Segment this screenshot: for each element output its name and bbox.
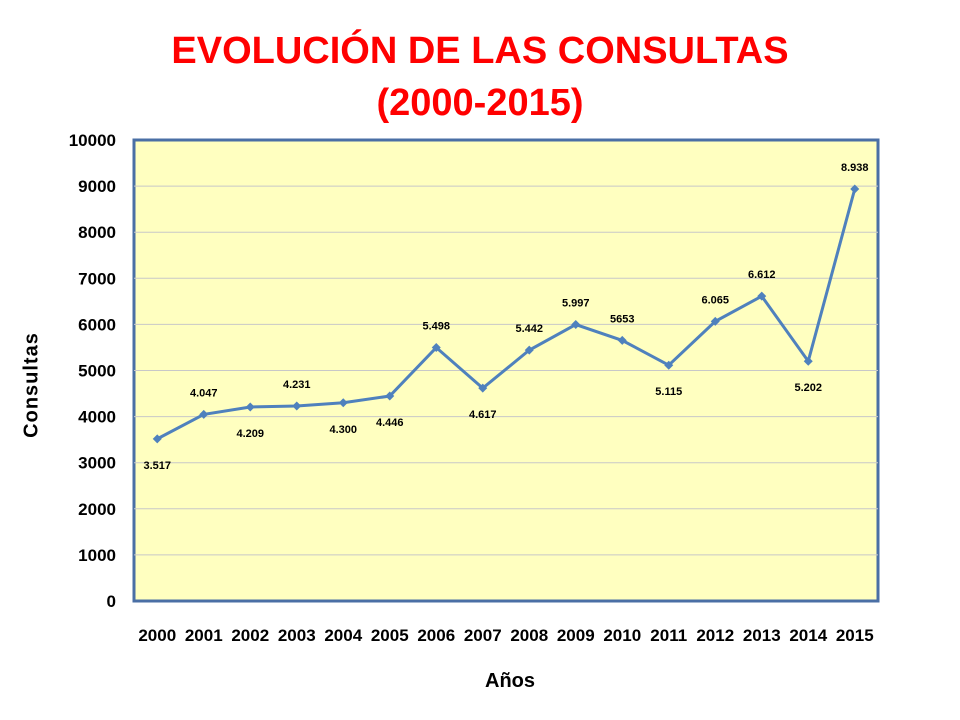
- chart-subtitle: (2000-2015): [376, 82, 584, 124]
- x-tick-label: 2009: [557, 626, 595, 645]
- y-tick-label: 10000: [69, 131, 116, 150]
- y-tick-label: 1000: [78, 546, 116, 565]
- x-tick-label: 2002: [231, 626, 269, 645]
- x-tick-label: 2007: [464, 626, 502, 645]
- x-tick-label: 2011: [650, 626, 687, 645]
- data-point: [152, 434, 162, 444]
- x-tick-label: 2015: [836, 626, 874, 645]
- data-label: 5.202: [794, 382, 822, 394]
- data-label: 5.498: [422, 321, 450, 333]
- data-point: [385, 391, 395, 401]
- data-point: [850, 184, 860, 194]
- x-tick-label: 2001: [185, 626, 223, 645]
- data-label: 4.209: [236, 428, 264, 440]
- data-label: 5.115: [655, 386, 682, 398]
- y-tick-label: 6000: [78, 315, 116, 334]
- x-tick-label: 2003: [278, 626, 316, 645]
- data-point: [571, 320, 581, 330]
- gridlines: [134, 185, 878, 556]
- data-label: 6.065: [701, 294, 729, 306]
- data-label: 4.047: [190, 387, 218, 399]
- x-tick-label: 2000: [138, 626, 176, 645]
- data-point: [664, 360, 674, 370]
- y-tick-label: 8000: [78, 223, 116, 242]
- y-axis-ticks: 0 1000 2000 3000 4000 5000 6000 7000 8000 9000 100…: [69, 131, 116, 611]
- data-label: 5653: [610, 313, 634, 325]
- x-tick-label: 2014: [789, 626, 827, 645]
- y-tick-label: 9000: [78, 177, 116, 196]
- data-label: 4.231: [283, 379, 311, 391]
- x-axis-ticks: 2000 2001 2002 2003 2004 2005 2006 2007 2008 2009…: [138, 626, 873, 645]
- y-axis-label: Consultas: [20, 332, 43, 438]
- x-axis-label: Años: [485, 670, 535, 692]
- data-points: [152, 184, 860, 444]
- data-label: 5.442: [515, 323, 543, 335]
- data-point: [757, 291, 767, 301]
- x-tick-label: 2005: [371, 626, 409, 645]
- data-point: [199, 409, 209, 419]
- data-point: [431, 343, 441, 353]
- y-tick-label: 4000: [78, 408, 116, 427]
- data-labels: 3.517 4.047 4.209 4.231 4.300 4.446 5.498 4.617…: [143, 162, 868, 472]
- x-tick-label: 2008: [510, 626, 548, 645]
- x-tick-label: 2012: [696, 626, 734, 645]
- data-label: 4.617: [469, 409, 497, 421]
- data-point: [710, 316, 720, 326]
- x-tick-label: 2010: [603, 626, 641, 645]
- y-tick-label: 7000: [78, 269, 116, 288]
- y-tick-label: 0: [107, 592, 116, 611]
- x-tick-label: 2013: [743, 626, 781, 645]
- data-label: 3.517: [143, 460, 171, 472]
- y-tick-label: 3000: [78, 454, 116, 473]
- data-point: [617, 335, 627, 345]
- data-point: [478, 383, 488, 393]
- data-label: 5.997: [562, 298, 590, 310]
- data-point: [338, 398, 348, 408]
- y-tick-label: 5000: [78, 362, 116, 381]
- data-label: 8.938: [841, 162, 869, 174]
- series-line: [156, 188, 857, 441]
- data-point: [245, 402, 255, 412]
- chart-title: EVOLUCIÓN DE LAS CONSULTAS: [171, 30, 789, 72]
- data-label: 6.612: [748, 269, 776, 281]
- data-point: [292, 401, 302, 411]
- data-point: [524, 345, 534, 355]
- y-tick-label: 2000: [78, 500, 116, 519]
- x-tick-label: 2006: [417, 626, 455, 645]
- data-label: 4.300: [329, 424, 357, 436]
- x-tick-label: 2004: [324, 626, 362, 645]
- data-point: [803, 356, 813, 366]
- data-label: 4.446: [376, 417, 404, 429]
